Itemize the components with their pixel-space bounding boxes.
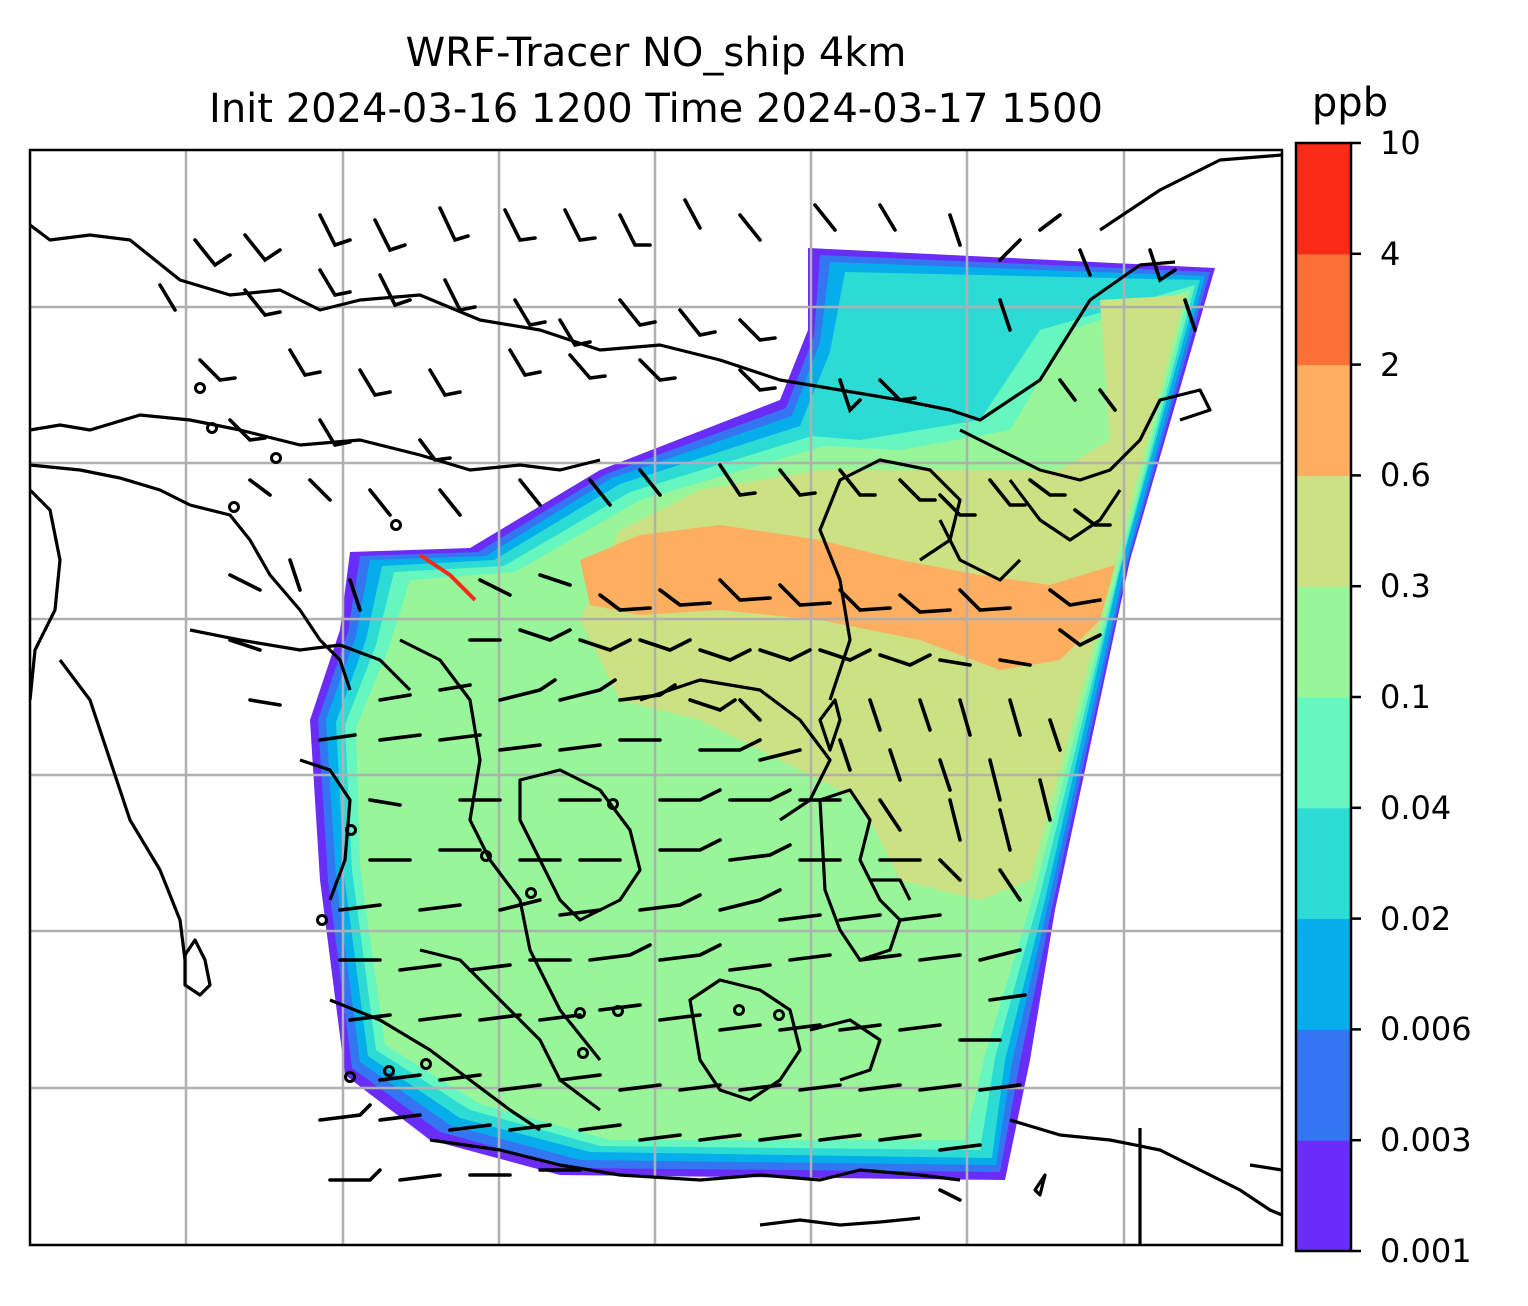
plot-title-line1: WRF-Tracer NO_ship 4km: [405, 30, 907, 76]
colorbar-segment: [1296, 697, 1351, 809]
colorbar-tick-label: 0.1: [1380, 678, 1431, 716]
colorbar-tick-label: 2: [1380, 345, 1401, 384]
conc-band-2: [418, 553, 477, 602]
colorbar-tick-label: 0.3: [1380, 567, 1431, 606]
colorbar-segment: [1296, 475, 1351, 587]
colorbar-segment: [1296, 364, 1351, 476]
colorbar-tick-label: 0.001: [1380, 1232, 1472, 1270]
colorbar-segment: [1296, 586, 1351, 698]
wind-barbs: [158, 198, 1197, 1202]
colorbar: [1296, 143, 1351, 1252]
colorbar-tick-label: 0.003: [1380, 1121, 1472, 1160]
colorbar-segment: [1296, 1029, 1351, 1141]
colorbar-segment: [1296, 253, 1351, 366]
colorbar-ticks: [1351, 141, 1361, 1253]
colorbar-tick-label: 10: [1380, 124, 1421, 162]
colorbar-tick-label: 0.04: [1380, 788, 1452, 827]
colorbar-tick-label: 0.02: [1380, 899, 1452, 938]
calm-wind-markers: [194, 382, 785, 1083]
colorbar-unit-label: ppb: [1311, 80, 1389, 126]
colorbar-tick-label: 4: [1380, 234, 1401, 273]
plot-title-line2: Init 2024-03-16 1200 Time 2024-03-17 150…: [209, 86, 1103, 132]
colorbar-tick-label: 0.6: [1380, 456, 1431, 495]
colorbar-segment: [1296, 918, 1351, 1030]
colorbar-tick-label: 0.006: [1380, 1010, 1472, 1049]
colorbar-segment: [1296, 1140, 1351, 1252]
map-frame: [28, 148, 1284, 1247]
colorbar-segment: [1296, 143, 1351, 255]
gridlines: [30, 150, 1282, 1245]
concentration-field: [310, 248, 1215, 1180]
colorbar-segment: [1296, 807, 1351, 920]
